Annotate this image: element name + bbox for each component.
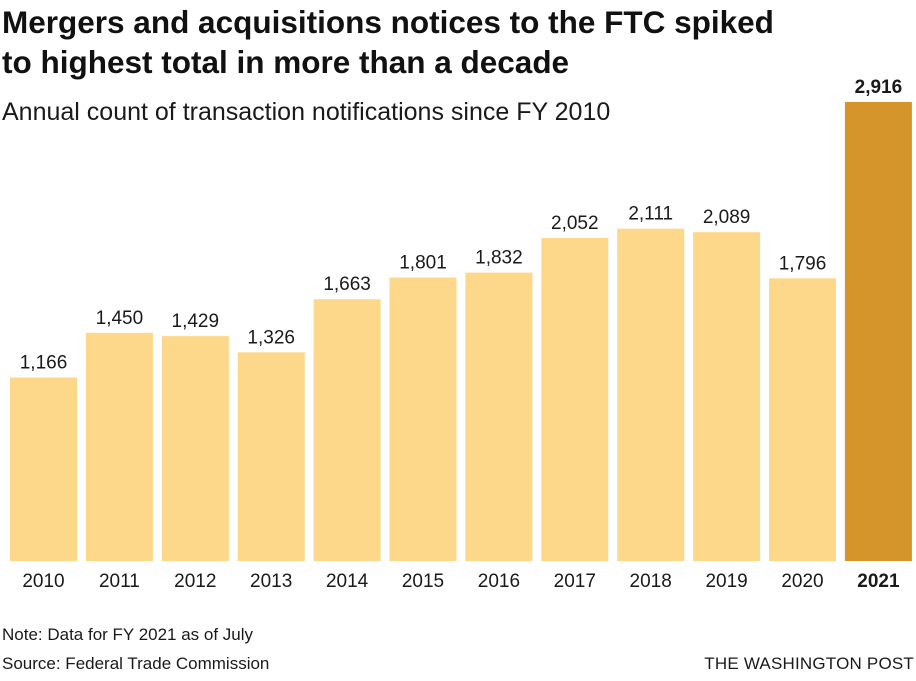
x-tick-label-2012: 2012 [174,571,216,592]
x-tick-label-2010: 2010 [22,571,64,592]
value-label-2017: 2,052 [551,213,599,234]
value-label-2012: 1,429 [172,311,220,332]
bar-2019 [693,232,761,561]
chart-subtitle: Annual count of transaction notification… [2,98,611,126]
value-label-2021: 2,916 [855,77,903,98]
value-label-2016: 1,832 [475,248,523,269]
chart-title: Mergers and acquisitions notices to the … [2,4,774,80]
bars-group [10,102,912,561]
x-tick-label-2015: 2015 [402,571,444,592]
value-label-2014: 1,663 [323,274,371,295]
x-tick-label-2014: 2014 [326,571,369,592]
bar-2010 [10,377,77,561]
bar-2013 [237,352,305,561]
value-label-2013: 1,326 [247,327,295,348]
bar-2015 [389,277,457,561]
source-line: Source: Federal Trade Commission [2,654,270,673]
bar-2020 [769,278,836,561]
x-tick-label-2020: 2020 [781,571,823,592]
value-label-2011: 1,450 [96,308,144,329]
value-label-2020: 1,796 [779,253,827,274]
bar-2014 [313,299,381,561]
x-tick-label-2017: 2017 [554,571,596,592]
x-tick-label-2013: 2013 [250,571,292,592]
value-label-2019: 2,089 [703,207,751,228]
value-labels-group: 1,166 1,450 1,429 1,326 1,663 1,801 1,832 2,052… [20,77,902,374]
bar-chart: 1,166 1,450 1,429 1,326 1,663 1,801 1,832 2,052… [10,77,912,592]
footnote: Note: Data for FY 2021 as of July [2,625,254,644]
x-tick-label-2019: 2019 [705,571,747,592]
x-tick-label-2021: 2021 [857,571,900,592]
bar-2018 [617,228,685,561]
bar-2011 [85,332,153,561]
bar-2017 [541,238,609,561]
value-label-2010: 1,166 [20,353,68,374]
publisher-credit: THE WASHINGTON POST [704,654,914,673]
x-tick-label-2011: 2011 [99,571,140,592]
value-label-2015: 1,801 [399,253,447,274]
x-axis-tick-labels: 2010 2011 2012 2013 2014 2015 2016 2017 2018 2019… [22,571,900,592]
x-tick-label-2018: 2018 [630,571,672,592]
bar-2012 [161,336,229,561]
bar-2021 [844,102,912,561]
bar-2016 [465,272,533,561]
value-label-2018: 2,111 [628,204,673,225]
x-tick-label-2016: 2016 [478,571,520,592]
